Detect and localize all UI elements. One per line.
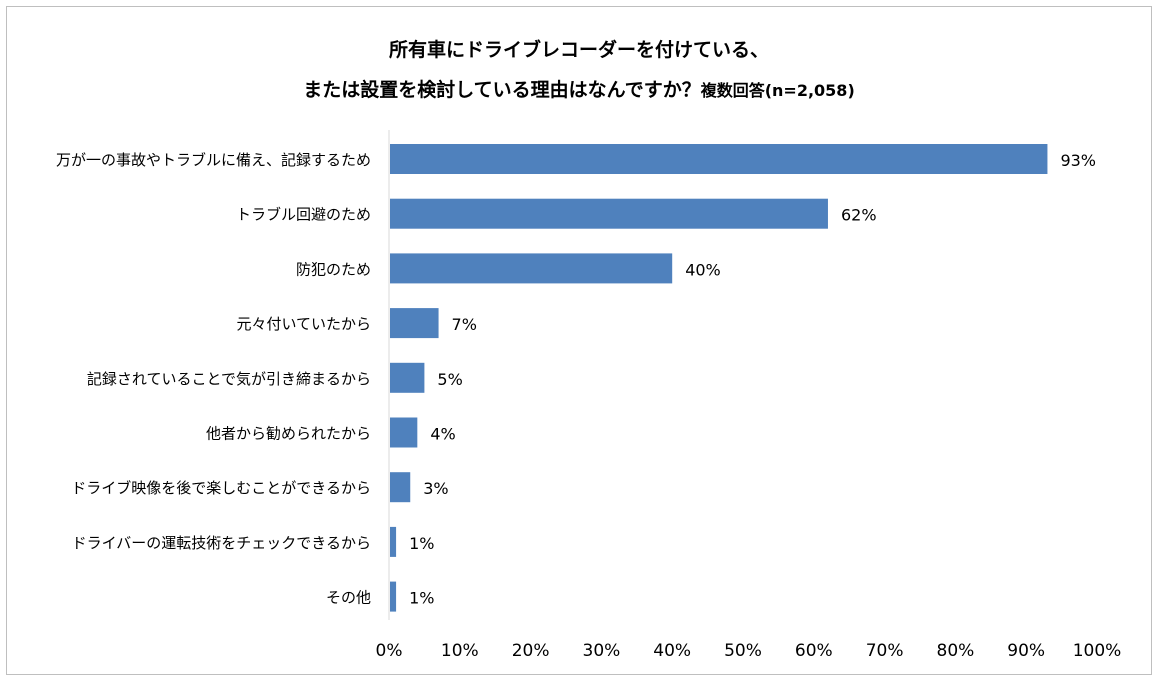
x-tick-label: 40% <box>653 641 691 661</box>
value-label: 62% <box>841 206 877 225</box>
chart-title: 所有車にドライブレコーダーを付けている、 <box>388 39 769 61</box>
category-label: 防犯のため <box>296 260 371 278</box>
bar <box>390 253 673 284</box>
category-label: トラブル回避のため <box>236 206 371 224</box>
x-tick-label: 100% <box>1073 641 1122 661</box>
bar <box>390 472 411 503</box>
bar <box>390 417 418 448</box>
bar <box>390 198 828 229</box>
chart-title-question: または設置を検討している理由はなんですか？ <box>303 79 701 101</box>
bar <box>390 308 439 339</box>
chart-title-line2: または設置を検討している理由はなんですか？複数回答(n=2,058) <box>0 75 1158 102</box>
x-tick-label: 70% <box>866 641 904 661</box>
x-tick-label: 10% <box>441 641 479 661</box>
category-label: 他者から勧められたから <box>206 425 371 443</box>
x-tick-label: 80% <box>937 641 975 661</box>
x-tick-label: 30% <box>583 641 621 661</box>
value-label: 40% <box>685 260 721 279</box>
bar <box>390 581 397 612</box>
category-label: ドライブ映像を後で楽しむことができるから <box>71 479 371 497</box>
chart-title-note: 複数回答(n=2,058) <box>700 81 855 100</box>
bar <box>390 144 1048 174</box>
value-label: 5% <box>437 370 462 389</box>
value-label: 7% <box>452 315 477 334</box>
category-label: 記録されていることで気が引き締まるから <box>87 370 371 388</box>
value-label: 4% <box>430 425 455 444</box>
category-label: 元々付いていたから <box>236 315 371 333</box>
chart-frame <box>6 6 1152 675</box>
x-tick-label: 20% <box>512 641 550 661</box>
category-label: ドライバーの運転技術をチェックできるから <box>72 534 371 552</box>
value-label: 1% <box>409 589 434 608</box>
x-tick-label: 0% <box>376 641 403 661</box>
bar <box>390 362 425 393</box>
value-label: 93% <box>1060 151 1096 170</box>
value-label: 3% <box>423 479 448 498</box>
x-tick-label: 50% <box>724 641 762 661</box>
x-tick-label: 90% <box>1007 641 1045 661</box>
value-label: 1% <box>409 534 434 553</box>
x-tick-label: 60% <box>795 641 833 661</box>
category-label: その他 <box>326 589 371 607</box>
category-label: 万が一の事故やトラブルに備え、記録するため <box>56 151 371 169</box>
bar <box>390 526 397 557</box>
